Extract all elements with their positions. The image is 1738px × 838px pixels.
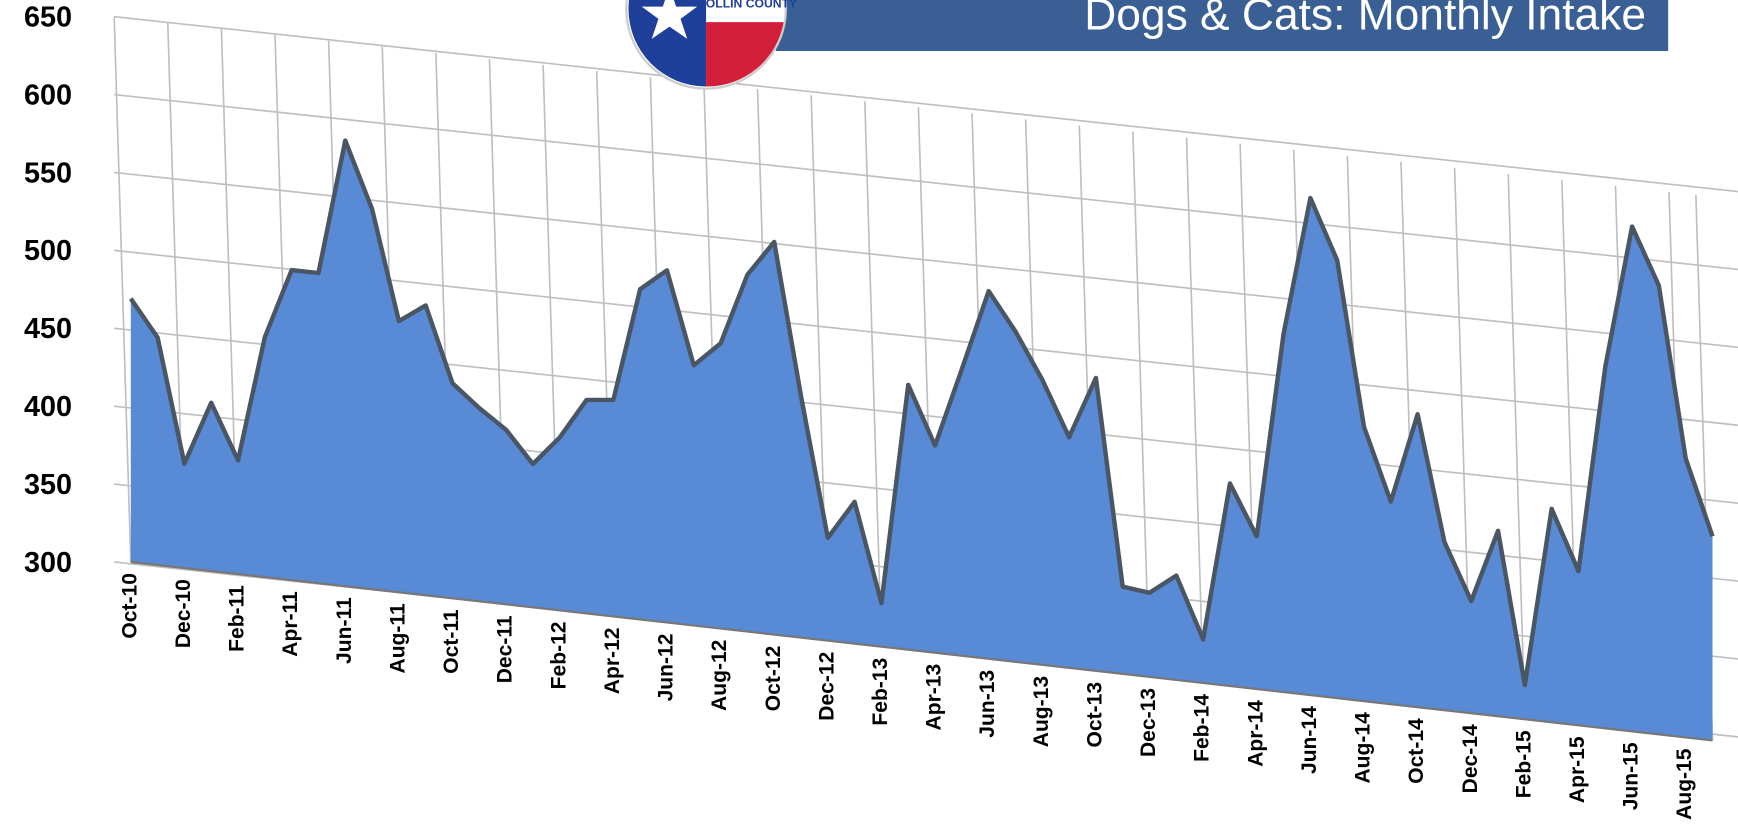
x-tick-label: Jun-14	[1298, 706, 1321, 774]
x-tick-label: Apr-11	[279, 591, 302, 657]
logo-text: COLLIN COUNTY	[697, 0, 797, 11]
plot	[128, 138, 1715, 742]
y-tick-label: 400	[24, 391, 72, 423]
x-tick-label: Dec-14	[1459, 724, 1482, 793]
grid-line	[114, 15, 1738, 193]
grid-line-vertical	[1507, 173, 1526, 720]
y-tick-label: 300	[24, 547, 72, 579]
header: Dogs & Cats: Monthly Intake COLLIN COUNT…	[625, 0, 1669, 90]
logo-red	[706, 22, 784, 87]
x-tick-label: Dec-13	[1137, 688, 1160, 757]
x-tick-label: Feb-13	[869, 658, 892, 726]
x-tick-label: Feb-11	[226, 585, 249, 652]
grid-line	[114, 171, 1738, 349]
logo: COLLIN COUNTY	[625, 0, 797, 90]
x-tick-label: Dec-10	[172, 579, 195, 648]
title-banner	[775, 0, 1669, 52]
x-tick-label: Apr-12	[601, 628, 624, 695]
x-tick-label: Oct-14	[1405, 718, 1428, 784]
grid-line-vertical	[113, 16, 132, 563]
logo-blue	[628, 0, 707, 87]
y-tick-label: 600	[24, 79, 72, 111]
x-tick-label: Aug-14	[1352, 712, 1375, 784]
grid-line-vertical	[1185, 137, 1204, 683]
x-tick-label: Jun-12	[655, 634, 678, 702]
labels: 300 350 400 450 500 550 600 650 Oct-10 Dec-10 Feb-…	[24, 1, 1696, 819]
chart-title: Dogs & Cats: Monthly Intake	[1084, 0, 1646, 39]
area	[130, 140, 1713, 741]
x-tick-label: Dec-12	[815, 652, 838, 721]
grid-line-vertical	[863, 101, 883, 647]
x-tick-label: Feb-15	[1512, 730, 1535, 798]
x-tick-label: Aug-13	[1030, 676, 1053, 747]
x-tick-label: Apr-13	[923, 664, 946, 731]
x-tick-label: Jun-15	[1620, 742, 1643, 810]
y-tick-label: 450	[24, 313, 72, 345]
x-tick-label: Jun-13	[976, 670, 999, 738]
x-tick-label: Oct-11	[440, 609, 463, 674]
area-edge	[128, 138, 1715, 688]
baseline	[130, 560, 1713, 742]
x-tick-label: Oct-13	[1083, 682, 1106, 748]
y-tick-label: 650	[24, 1, 72, 33]
x-tick-label: Aug-15	[1673, 748, 1696, 820]
x-tick-label: Feb-14	[1191, 694, 1214, 762]
y-tick-label: 550	[24, 157, 72, 189]
y-tick-label: 500	[24, 235, 72, 267]
y-tick-label: 350	[24, 469, 72, 501]
x-tick-label: Jun-11	[333, 597, 356, 664]
x-tick-label: Oct-12	[762, 646, 785, 712]
x-tick-label: Aug-12	[708, 640, 731, 711]
grid-line-vertical	[1132, 131, 1151, 677]
x-tick-label: Dec-11	[494, 615, 517, 683]
x-tick-label: Apr-14	[1244, 700, 1267, 767]
x-tick-label: Feb-12	[547, 621, 570, 689]
x-tick-label: Aug-11	[386, 603, 409, 673]
x-tick-label: Apr-15	[1566, 736, 1589, 803]
logo-star	[641, 0, 698, 39]
x-tick-label: Oct-10	[118, 573, 141, 639]
